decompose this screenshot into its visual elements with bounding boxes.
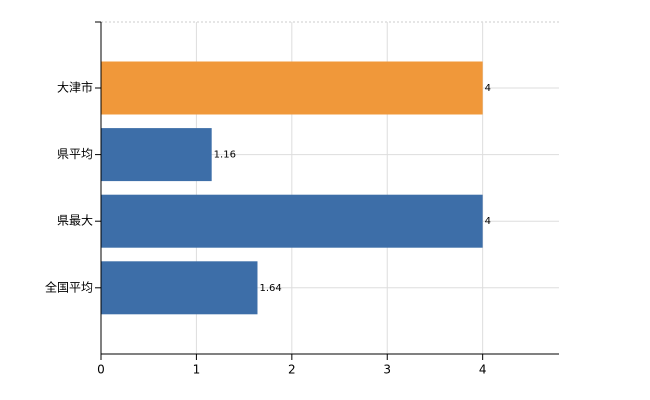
y-tick-label: 県平均 [57, 147, 93, 161]
bar [101, 128, 212, 182]
x-tick-label: 2 [288, 363, 296, 377]
x-tick-label: 3 [383, 363, 391, 377]
data-label: 1.64 [259, 283, 281, 294]
bar [101, 61, 483, 115]
bar [101, 261, 258, 315]
bar [101, 194, 483, 248]
y-tick-label: 大津市 [57, 80, 93, 95]
y-tick-label: 全国平均 [45, 279, 93, 294]
data-label: 1.16 [214, 150, 236, 161]
x-tick-label: 4 [479, 363, 487, 377]
y-tick-label: 県最大 [57, 214, 93, 228]
x-tick-label: 1 [193, 363, 201, 377]
data-label: 4 [485, 216, 491, 227]
x-tick-label: 0 [97, 363, 105, 377]
data-label: 4 [485, 83, 491, 94]
